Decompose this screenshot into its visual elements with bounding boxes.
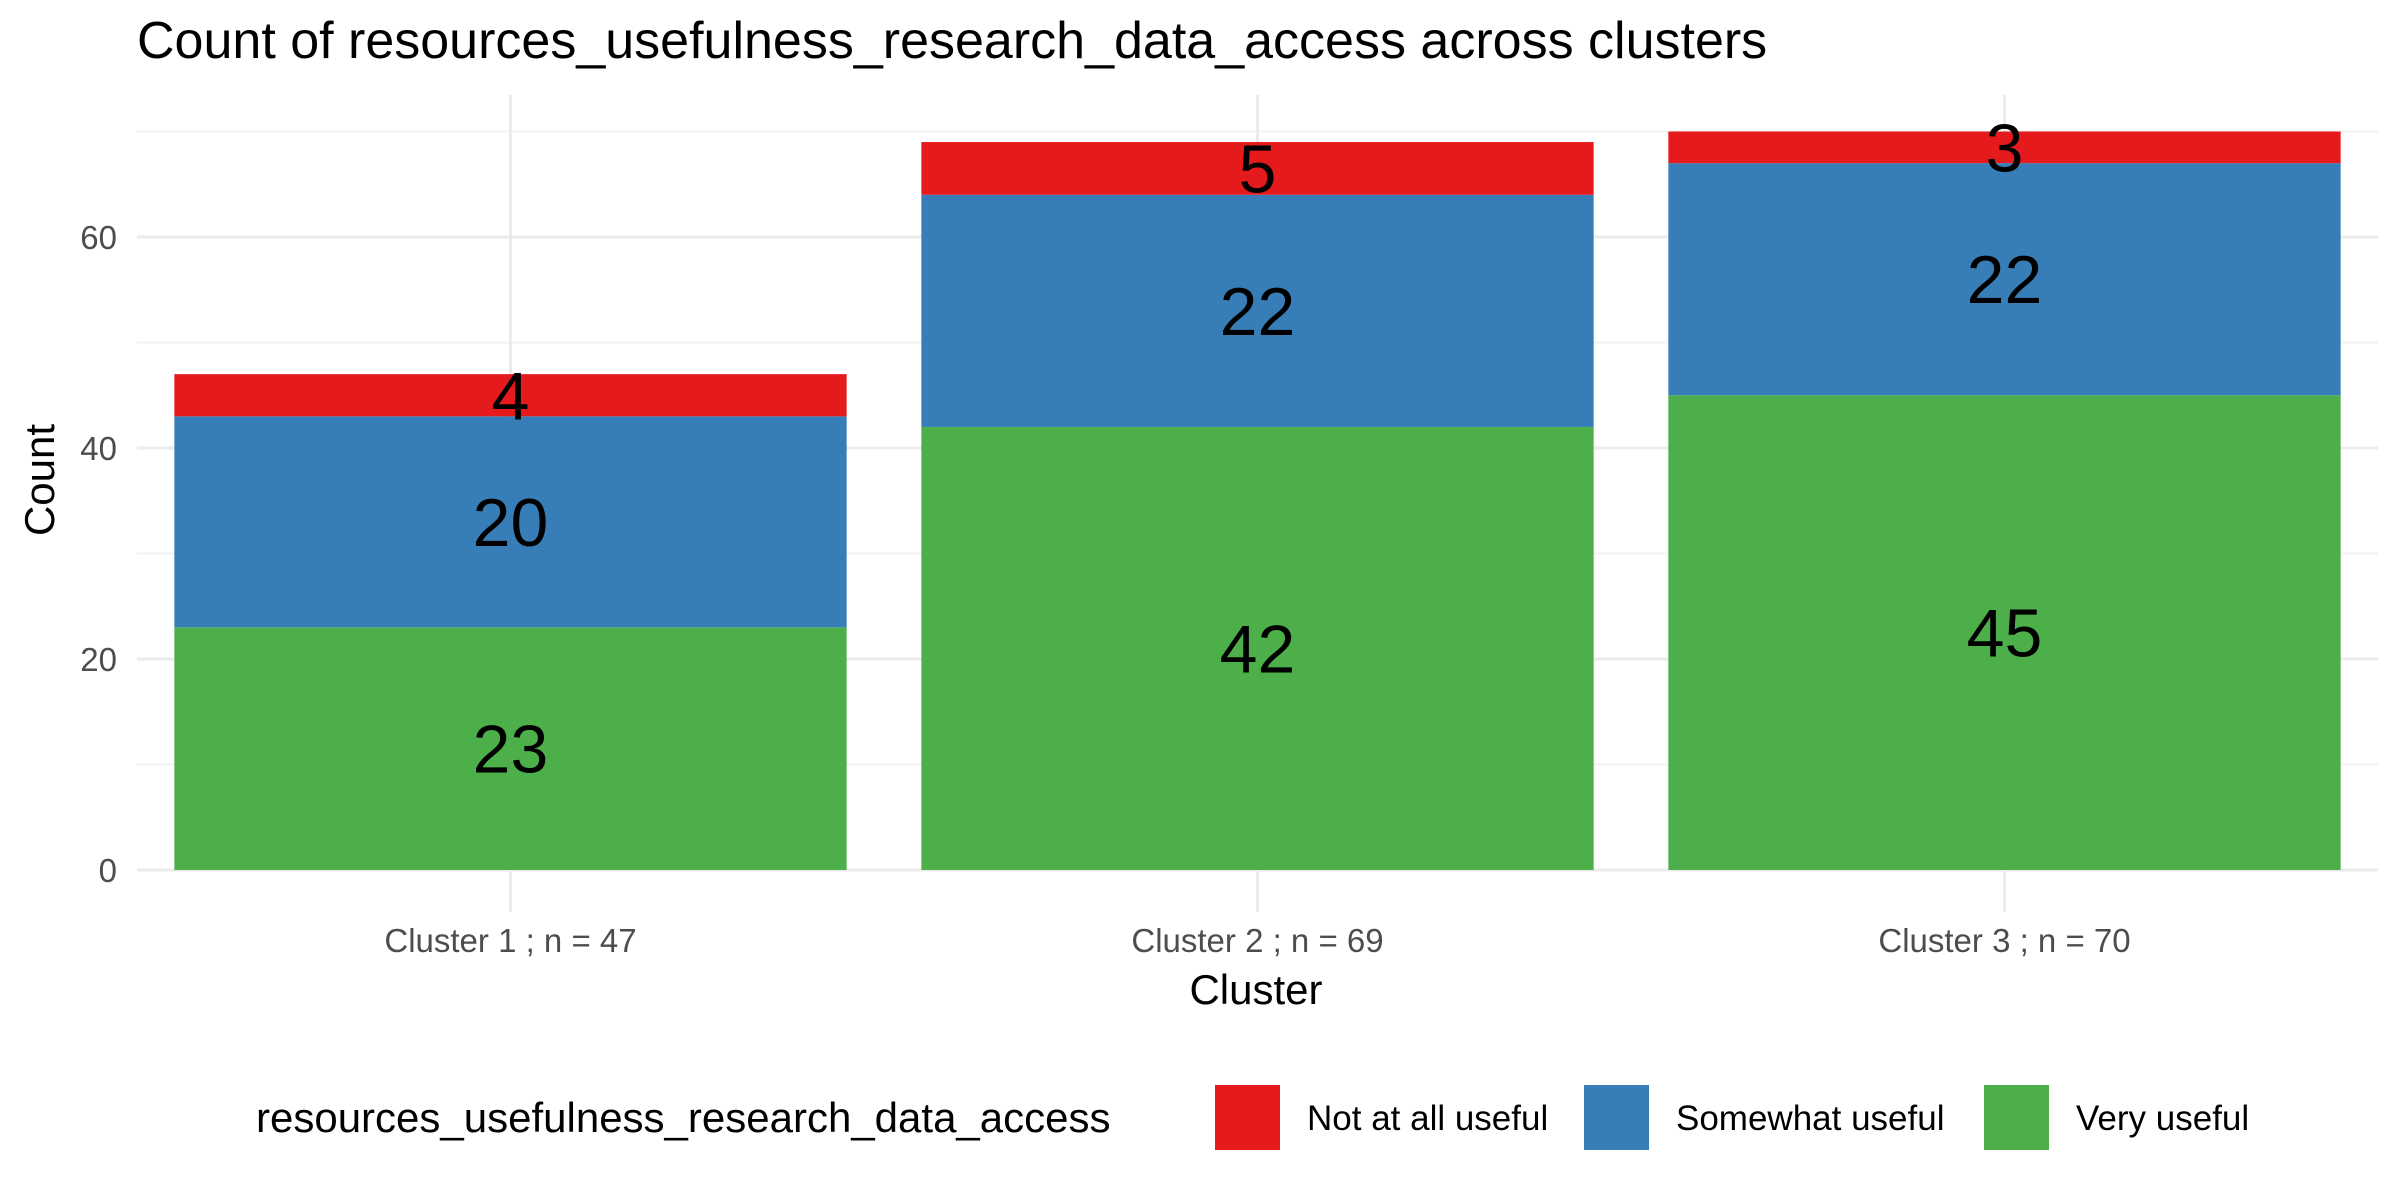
bar-value-label: 3 xyxy=(1986,110,2024,186)
bar-value-label: 5 xyxy=(1239,131,1277,207)
bar-value-label: 45 xyxy=(1967,596,2043,672)
legend-title: resources_usefulness_research_data_acces… xyxy=(256,1094,1111,1141)
legend-swatch xyxy=(1215,1085,1280,1150)
bar-value-label: 20 xyxy=(473,485,549,561)
bar-segment xyxy=(1668,163,2341,396)
x-tick-label: Cluster 3 ; n = 70 xyxy=(1878,922,2130,959)
x-tick-label: Cluster 2 ; n = 69 xyxy=(1131,922,1383,959)
y-tick-label: 60 xyxy=(80,219,117,256)
legend-label: Not at all useful xyxy=(1307,1099,1548,1138)
data-labels: 23 20 4 42 22 5 45 22 3 xyxy=(473,110,2043,787)
bar-segment xyxy=(174,374,847,417)
bar-segment xyxy=(1668,395,2341,870)
bar-segment xyxy=(174,416,847,628)
bar-value-label: 4 xyxy=(492,358,530,434)
legend-label: Very useful xyxy=(2076,1099,2249,1138)
bar-segment xyxy=(921,194,1594,427)
bar-value-label: 22 xyxy=(1967,242,2043,318)
axes: 0 20 40 60 Cluster 1 ; n = 47 Cluster 2 ; n =… xyxy=(80,219,2130,959)
x-tick-label: Cluster 1 ; n = 47 xyxy=(384,922,636,959)
y-tick-label: 40 xyxy=(80,430,117,467)
bar-value-label: 23 xyxy=(473,712,549,788)
bar-value-label: 22 xyxy=(1220,274,1296,350)
bar-segment xyxy=(921,426,1594,870)
x-axis-title: Cluster xyxy=(1189,966,1322,1013)
chart-title: Count of resources_usefulness_research_d… xyxy=(137,12,1767,70)
y-tick-label: 0 xyxy=(99,852,117,889)
bars xyxy=(174,131,2341,870)
bar-segment xyxy=(174,627,847,870)
legend-label: Somewhat useful xyxy=(1676,1099,1944,1138)
y-axis-title: Count xyxy=(16,424,63,536)
y-tick-label: 20 xyxy=(80,641,117,678)
legend-swatch xyxy=(1584,1085,1649,1150)
bar-value-label: 42 xyxy=(1220,611,1296,687)
legend: resources_usefulness_research_data_acces… xyxy=(256,1085,2249,1150)
bar-segment xyxy=(921,142,1594,195)
bar-segment xyxy=(1668,131,2341,164)
legend-swatch xyxy=(1984,1085,2049,1150)
